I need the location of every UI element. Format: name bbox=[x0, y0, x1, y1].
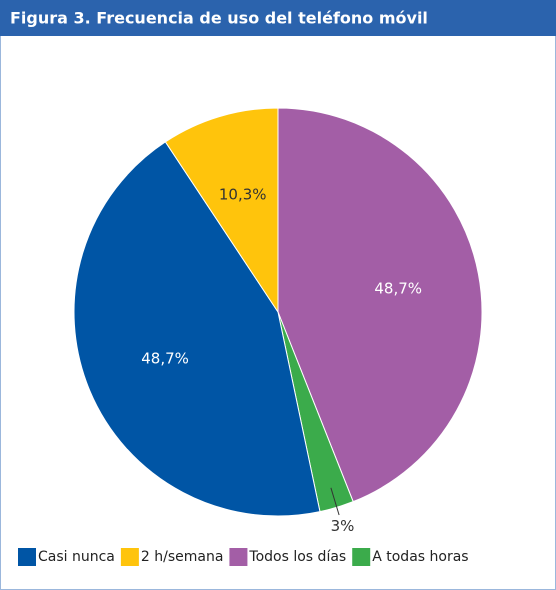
legend-label: 2 h/semana bbox=[141, 549, 224, 565]
data-label: 3% bbox=[331, 517, 355, 535]
data-label: 48,7% bbox=[374, 280, 422, 298]
legend-label: Todos los días bbox=[248, 549, 346, 565]
legend-label: A todas horas bbox=[372, 549, 468, 565]
leader-line bbox=[330, 487, 340, 516]
pie-slice bbox=[164, 107, 279, 314]
chart-title: Figura 3. Frecuencia de uso del teléfono… bbox=[10, 9, 428, 28]
legend-swatch bbox=[352, 548, 371, 566]
data-label: 10,3% bbox=[219, 185, 267, 203]
legend-swatch bbox=[18, 548, 36, 566]
data-label: 48,7% bbox=[141, 350, 189, 368]
header bbox=[0, 0, 556, 36]
pie-slice bbox=[73, 141, 321, 517]
pie-slice bbox=[277, 107, 483, 503]
legend-swatch bbox=[120, 548, 139, 566]
legend-label: Casi nunca bbox=[38, 549, 115, 565]
legend-swatch bbox=[229, 548, 248, 566]
